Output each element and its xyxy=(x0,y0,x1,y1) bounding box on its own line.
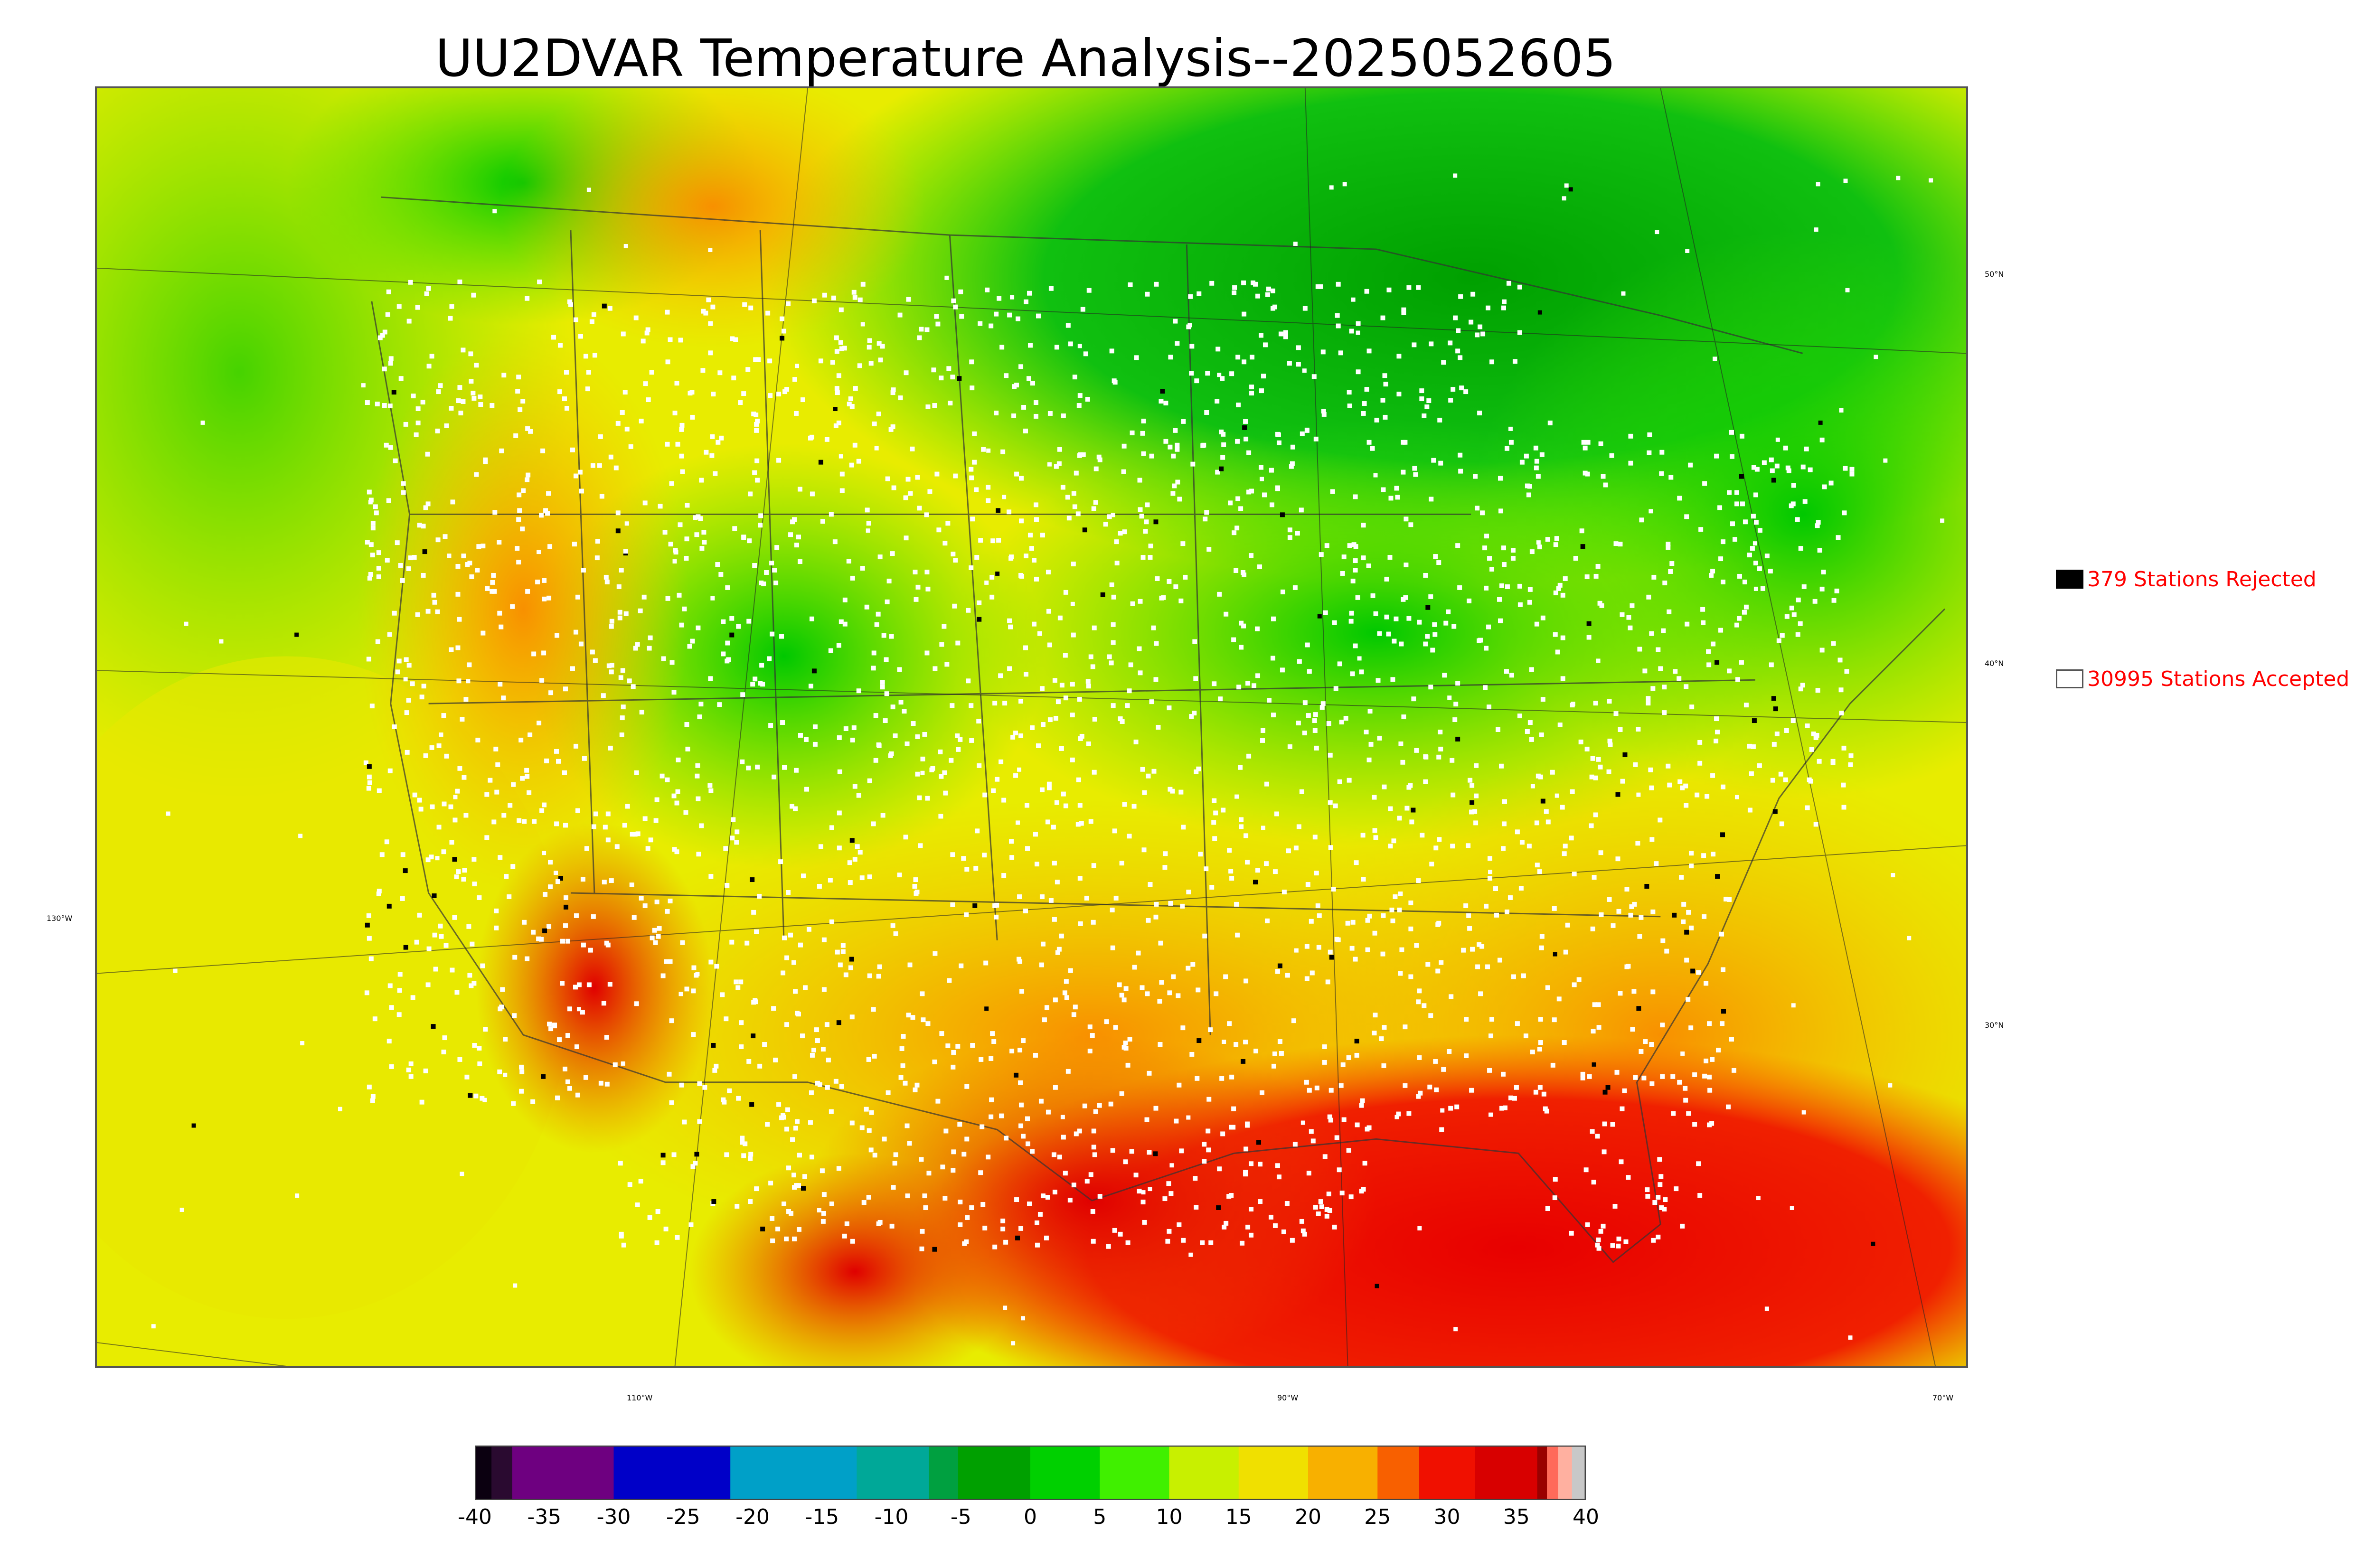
colorbar-segment xyxy=(857,1446,929,1500)
rejected-label: 379 Stations Rejected xyxy=(2087,567,2317,592)
colorbar-tick-label: 20 xyxy=(1295,1505,1321,1529)
colorbar-tick-label: -5 xyxy=(950,1505,971,1529)
station-markers xyxy=(151,173,1945,1346)
lon-label-110w: 110°W xyxy=(627,1393,653,1402)
colorbar-segment xyxy=(1100,1446,1169,1500)
map-title: UU2DVAR Temperature Analysis--2025052605 xyxy=(435,29,1616,88)
colorbar-segment xyxy=(1419,1446,1475,1500)
lon-label-90w: 90°W xyxy=(1277,1393,1299,1402)
colorbar-tick-label: -10 xyxy=(874,1505,909,1529)
colorbar-tick-label: -30 xyxy=(596,1505,631,1529)
colorbar-segment xyxy=(613,1446,731,1500)
colorbar-tick-label: 10 xyxy=(1156,1505,1183,1529)
legend-accepted: 30995 Stations Accepted xyxy=(2056,667,2349,691)
colorbar-segment xyxy=(512,1446,614,1500)
colorbar-tick-label: 30 xyxy=(1433,1505,1460,1529)
colorbar-segment xyxy=(1377,1446,1420,1500)
colorbar-tick-label: 15 xyxy=(1225,1505,1252,1529)
colorbar-segment xyxy=(1475,1446,1538,1500)
colorbar-segment xyxy=(730,1446,857,1500)
colorbar-tick-label: 5 xyxy=(1093,1505,1107,1529)
colorbar-tick-label: -35 xyxy=(527,1505,562,1529)
colorbar-tick-label: -15 xyxy=(805,1505,839,1529)
colorbar-tick-label: 0 xyxy=(1024,1505,1037,1529)
colorbar-segment xyxy=(958,1446,1031,1500)
colorbar-segment xyxy=(929,1446,959,1500)
temperature-field xyxy=(97,88,1966,1366)
rejected-swatch xyxy=(2056,570,2083,589)
colorbar-tick-label: 25 xyxy=(1364,1505,1391,1529)
lat-label-40n: 40°N xyxy=(1985,659,2004,668)
legend-rejected: 379 Stations Rejected xyxy=(2056,567,2317,592)
colorbar-segment xyxy=(1558,1446,1573,1500)
accepted-label: 30995 Stations Accepted xyxy=(2087,667,2350,691)
colorbar-tick-label: -40 xyxy=(458,1505,492,1529)
colorbar-segment xyxy=(1537,1446,1547,1500)
colorbar-segment xyxy=(475,1446,492,1500)
colorbar-segment xyxy=(1169,1446,1239,1500)
colorbar-segment xyxy=(1238,1446,1309,1500)
lon-label-70w: 70°W xyxy=(1932,1393,1954,1402)
colorbar-tick-label: 40 xyxy=(1573,1505,1599,1529)
lat-label-30n: 30°N xyxy=(1985,1021,2004,1030)
temperature-map xyxy=(95,86,1968,1368)
colorbar-segment xyxy=(1572,1446,1586,1500)
colorbar-tick-label: -25 xyxy=(666,1505,700,1529)
lat-label-50n: 50°N xyxy=(1985,270,2004,279)
lon-label-130w: 130°W xyxy=(47,914,73,923)
colorbar-tick-label: 35 xyxy=(1503,1505,1530,1529)
colorbar-segment xyxy=(1308,1446,1378,1500)
temperature-colorbar xyxy=(475,1446,1586,1500)
colorbar-segment xyxy=(1547,1446,1558,1500)
colorbar-outline xyxy=(475,1446,1586,1500)
accepted-swatch xyxy=(2056,669,2083,688)
colorbar-tick-label: -20 xyxy=(735,1505,770,1529)
colorbar-segment xyxy=(1030,1446,1100,1500)
colorbar-segments xyxy=(475,1446,1586,1500)
colorbar-segment xyxy=(491,1446,513,1500)
